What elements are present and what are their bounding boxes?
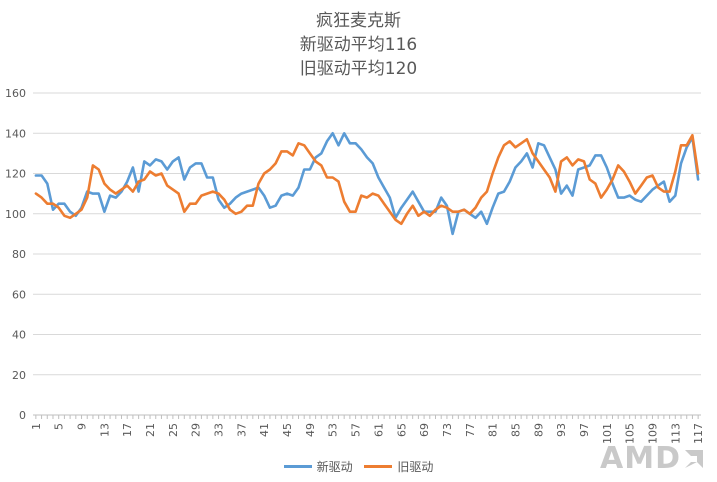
x-tick-label: 45 <box>281 423 294 437</box>
x-tick-label: 37 <box>235 423 248 437</box>
x-tick-label: 49 <box>304 423 317 437</box>
x-tick-label: 5 <box>53 423 66 430</box>
legend-swatch-old-driver <box>364 465 393 468</box>
y-tick-label: 20 <box>12 369 26 382</box>
chart-title-line-3: 旧驱动平均120 <box>299 59 418 79</box>
x-tick-label: 57 <box>350 423 363 437</box>
x-tick-label: 77 <box>464 423 477 437</box>
x-tick-label: 33 <box>213 423 226 437</box>
x-tick-label: 105 <box>624 423 637 444</box>
legend-item-old-driver: 旧驱动 <box>364 458 433 475</box>
x-tick-label: 29 <box>190 423 203 437</box>
x-tick-label: 13 <box>98 423 111 437</box>
x-tick-label: 85 <box>509 423 522 437</box>
legend-swatch-new-driver <box>283 465 312 468</box>
x-tick-label: 97 <box>578 423 591 437</box>
x-tick-label: 101 <box>601 423 614 444</box>
x-tick-label: 117 <box>692 423 705 444</box>
y-tick-label: 100 <box>5 208 26 221</box>
x-tick-label: 17 <box>121 423 134 437</box>
x-tick-label: 69 <box>418 423 431 437</box>
amd-logo: AMD <box>600 441 705 476</box>
y-tick-label: 140 <box>5 127 26 140</box>
x-tick-label: 9 <box>76 423 89 430</box>
legend-label-old-driver: 旧驱动 <box>397 460 434 474</box>
x-tick-label: 65 <box>395 423 408 437</box>
y-tick-label: 80 <box>12 248 26 261</box>
x-tick-label: 73 <box>441 423 454 437</box>
y-tick-label: 40 <box>12 329 26 342</box>
x-tick-label: 113 <box>669 423 682 444</box>
x-tick-label: 61 <box>372 423 385 437</box>
x-tick-label: 109 <box>646 423 659 444</box>
x-tick-label: 93 <box>555 423 568 437</box>
x-tick-label: 81 <box>487 423 500 437</box>
y-tick-label: 60 <box>12 288 26 301</box>
x-tick-label: 41 <box>258 423 271 437</box>
series-line-old-driver <box>34 134 700 226</box>
y-tick-label: 120 <box>5 168 26 181</box>
x-tick-label: 89 <box>532 423 545 437</box>
legend-label-new-driver: 新驱动 <box>316 460 353 474</box>
x-tick-label: 53 <box>327 423 340 437</box>
y-tick-label: 0 <box>19 409 26 422</box>
chart-legend: 新驱动 旧驱动 <box>0 457 717 475</box>
y-tick-label: 160 <box>5 87 26 100</box>
series-line-new-driver <box>34 132 700 236</box>
x-tick-label: 25 <box>167 423 180 437</box>
x-tick-label: 1 <box>30 423 43 430</box>
legend-item-new-driver: 新驱动 <box>283 458 353 475</box>
chart-title-line-2: 新驱动平均116 <box>299 35 418 55</box>
chart-title-line-1: 疯狂麦克斯 <box>316 11 401 31</box>
x-tick-label: 21 <box>144 423 157 437</box>
